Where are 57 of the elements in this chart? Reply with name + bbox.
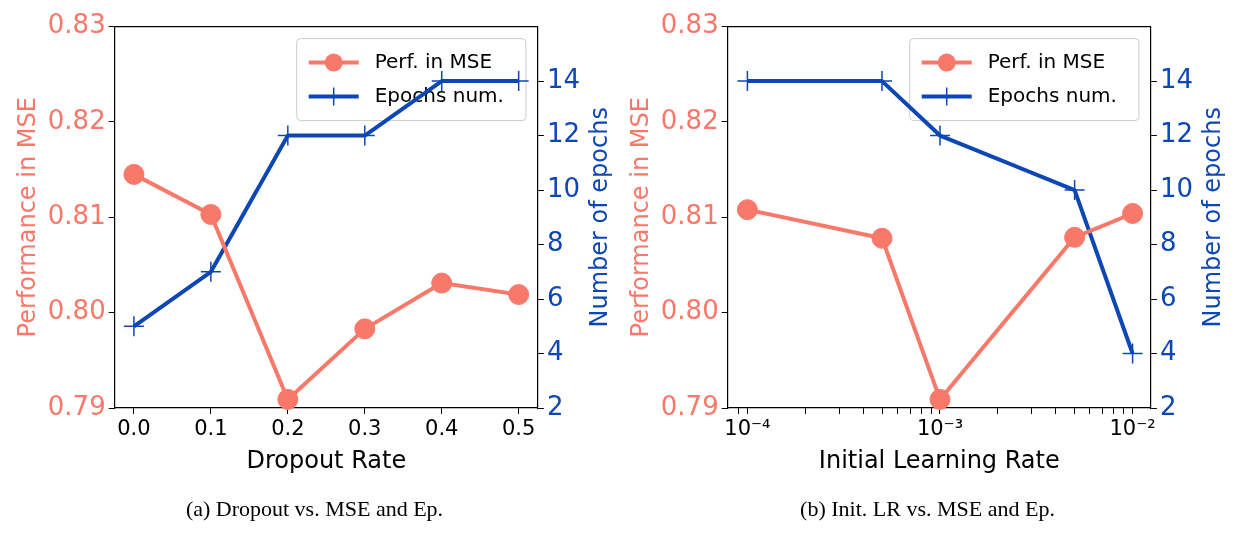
y2-tick-label: 12	[1159, 118, 1194, 149]
y2-tick-label: 2	[546, 390, 564, 421]
y2-axis-title: Number of epochs	[585, 107, 614, 328]
y-tick-label: 0.81	[47, 200, 106, 231]
y2-tick-label: 14	[546, 63, 581, 94]
y2-tick-label: 10	[1159, 172, 1194, 203]
y-tick-label: 0.83	[660, 9, 719, 40]
x-tick-label: 0.3	[348, 416, 382, 441]
text: (a) Dropout vs. MSE and Ep.	[184, 496, 445, 522]
y2-axis-title: Number of epochs	[1198, 107, 1227, 328]
point	[508, 284, 530, 306]
x-tick-label: 0.0	[117, 416, 151, 441]
point	[929, 124, 951, 147]
x-axis-title: Initial Learning Rate	[818, 445, 1060, 474]
x-tick-label: 10⁻³	[916, 416, 964, 441]
x-tick-label: 10⁻²	[1109, 416, 1156, 441]
y2-tick-label: 6	[546, 281, 564, 312]
y-tick-label: 0.82	[47, 104, 106, 135]
text: (b) Init. LR vs. MSE and Ep.	[799, 496, 1056, 522]
y2-tick-label: 8	[1159, 227, 1177, 258]
point	[123, 163, 145, 185]
y2-tick-label: 6	[1159, 281, 1177, 312]
point	[123, 315, 145, 338]
y-axis-title: Performance in MSE	[625, 97, 654, 338]
y-tick-label: 0.83	[47, 9, 106, 40]
x-tick-label: 0.4	[425, 416, 459, 441]
y-tick-label: 0.79	[47, 390, 106, 421]
point	[200, 261, 222, 283]
legend-label: Perf. in MSE	[987, 48, 1106, 73]
x-tick-label: 0.2	[271, 416, 305, 441]
y2-tick-label: 4	[1159, 336, 1177, 367]
y2-tick-label: 4	[546, 336, 564, 367]
x-tick-label: 0.5	[501, 416, 536, 441]
point	[1121, 342, 1144, 365]
y2-tick-label: 12	[546, 118, 581, 149]
x-tick-label: 10⁻⁴	[724, 416, 771, 441]
y-tick-label: 0.81	[660, 200, 719, 231]
x-axis-title: Dropout Rate	[246, 445, 407, 474]
y-tick-label: 0.82	[660, 104, 719, 135]
point	[1122, 202, 1144, 224]
point	[354, 318, 376, 340]
point	[431, 272, 453, 294]
y-tick-label: 0.80	[660, 295, 719, 326]
point	[200, 203, 222, 225]
y-tick-label: 0.79	[660, 390, 719, 421]
y-axis-title: Performance in MSE	[12, 97, 41, 338]
y2-tick-label: 10	[546, 172, 581, 203]
point	[277, 388, 299, 410]
y2-tick-label: 14	[1159, 63, 1194, 94]
x-tick-label: 0.1	[194, 416, 228, 441]
legend-label: Perf. in MSE	[374, 48, 493, 73]
legend-label: Epochs num.	[987, 82, 1117, 107]
y2-tick-label: 2	[1159, 390, 1177, 421]
point	[736, 199, 758, 221]
point	[929, 388, 951, 410]
y-tick-label: 0.80	[47, 295, 106, 326]
y2-tick-label: 8	[546, 227, 564, 258]
